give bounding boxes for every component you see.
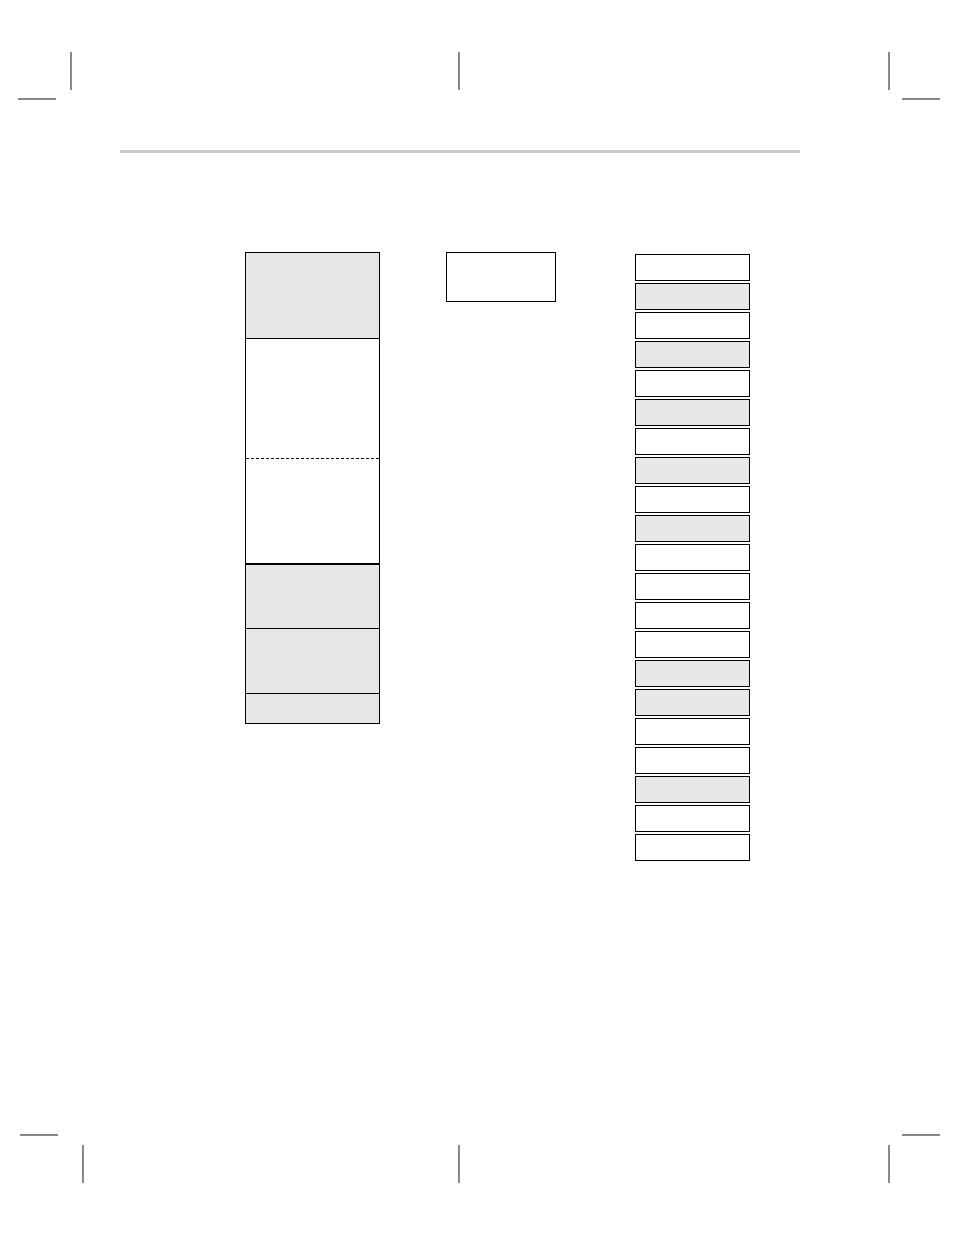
right-stack-row <box>635 805 750 832</box>
right-stack-row <box>635 834 750 861</box>
right-stack-row <box>635 776 750 803</box>
crop-mark-icon <box>82 1145 84 1183</box>
crop-mark-icon <box>458 1145 460 1183</box>
crop-mark-icon <box>18 98 56 100</box>
right-stack-row <box>635 747 750 774</box>
right-stack-row <box>635 399 750 426</box>
right-stack-row <box>635 283 750 310</box>
crop-mark-icon <box>70 52 72 90</box>
right-stack-row <box>635 312 750 339</box>
top-rule <box>120 150 800 153</box>
right-stack-row <box>635 515 750 542</box>
left-stack-cell <box>246 338 379 458</box>
crop-mark-icon <box>888 1145 890 1183</box>
left-stack-cell <box>246 693 379 723</box>
right-stack-row <box>635 341 750 368</box>
right-stack-row <box>635 544 750 571</box>
crop-mark-icon <box>458 52 460 90</box>
right-stack-row <box>635 457 750 484</box>
right-stack-row <box>635 660 750 687</box>
right-stack-row <box>635 254 750 281</box>
right-stack <box>635 254 750 863</box>
right-stack-row <box>635 428 750 455</box>
left-stack-cell <box>246 628 379 693</box>
left-stack-cell <box>246 253 379 338</box>
right-stack-row <box>635 689 750 716</box>
middle-box <box>446 252 556 302</box>
right-stack-row <box>635 486 750 513</box>
crop-mark-icon <box>902 1134 940 1136</box>
left-stack <box>245 252 380 724</box>
crop-mark-icon <box>888 52 890 90</box>
right-stack-row <box>635 718 750 745</box>
right-stack-row <box>635 573 750 600</box>
crop-mark-icon <box>902 98 940 100</box>
right-stack-row <box>635 602 750 629</box>
left-stack-cell <box>246 563 379 628</box>
right-stack-row <box>635 370 750 397</box>
left-stack-cell <box>246 458 379 563</box>
crop-mark-icon <box>20 1134 58 1136</box>
right-stack-row <box>635 631 750 658</box>
